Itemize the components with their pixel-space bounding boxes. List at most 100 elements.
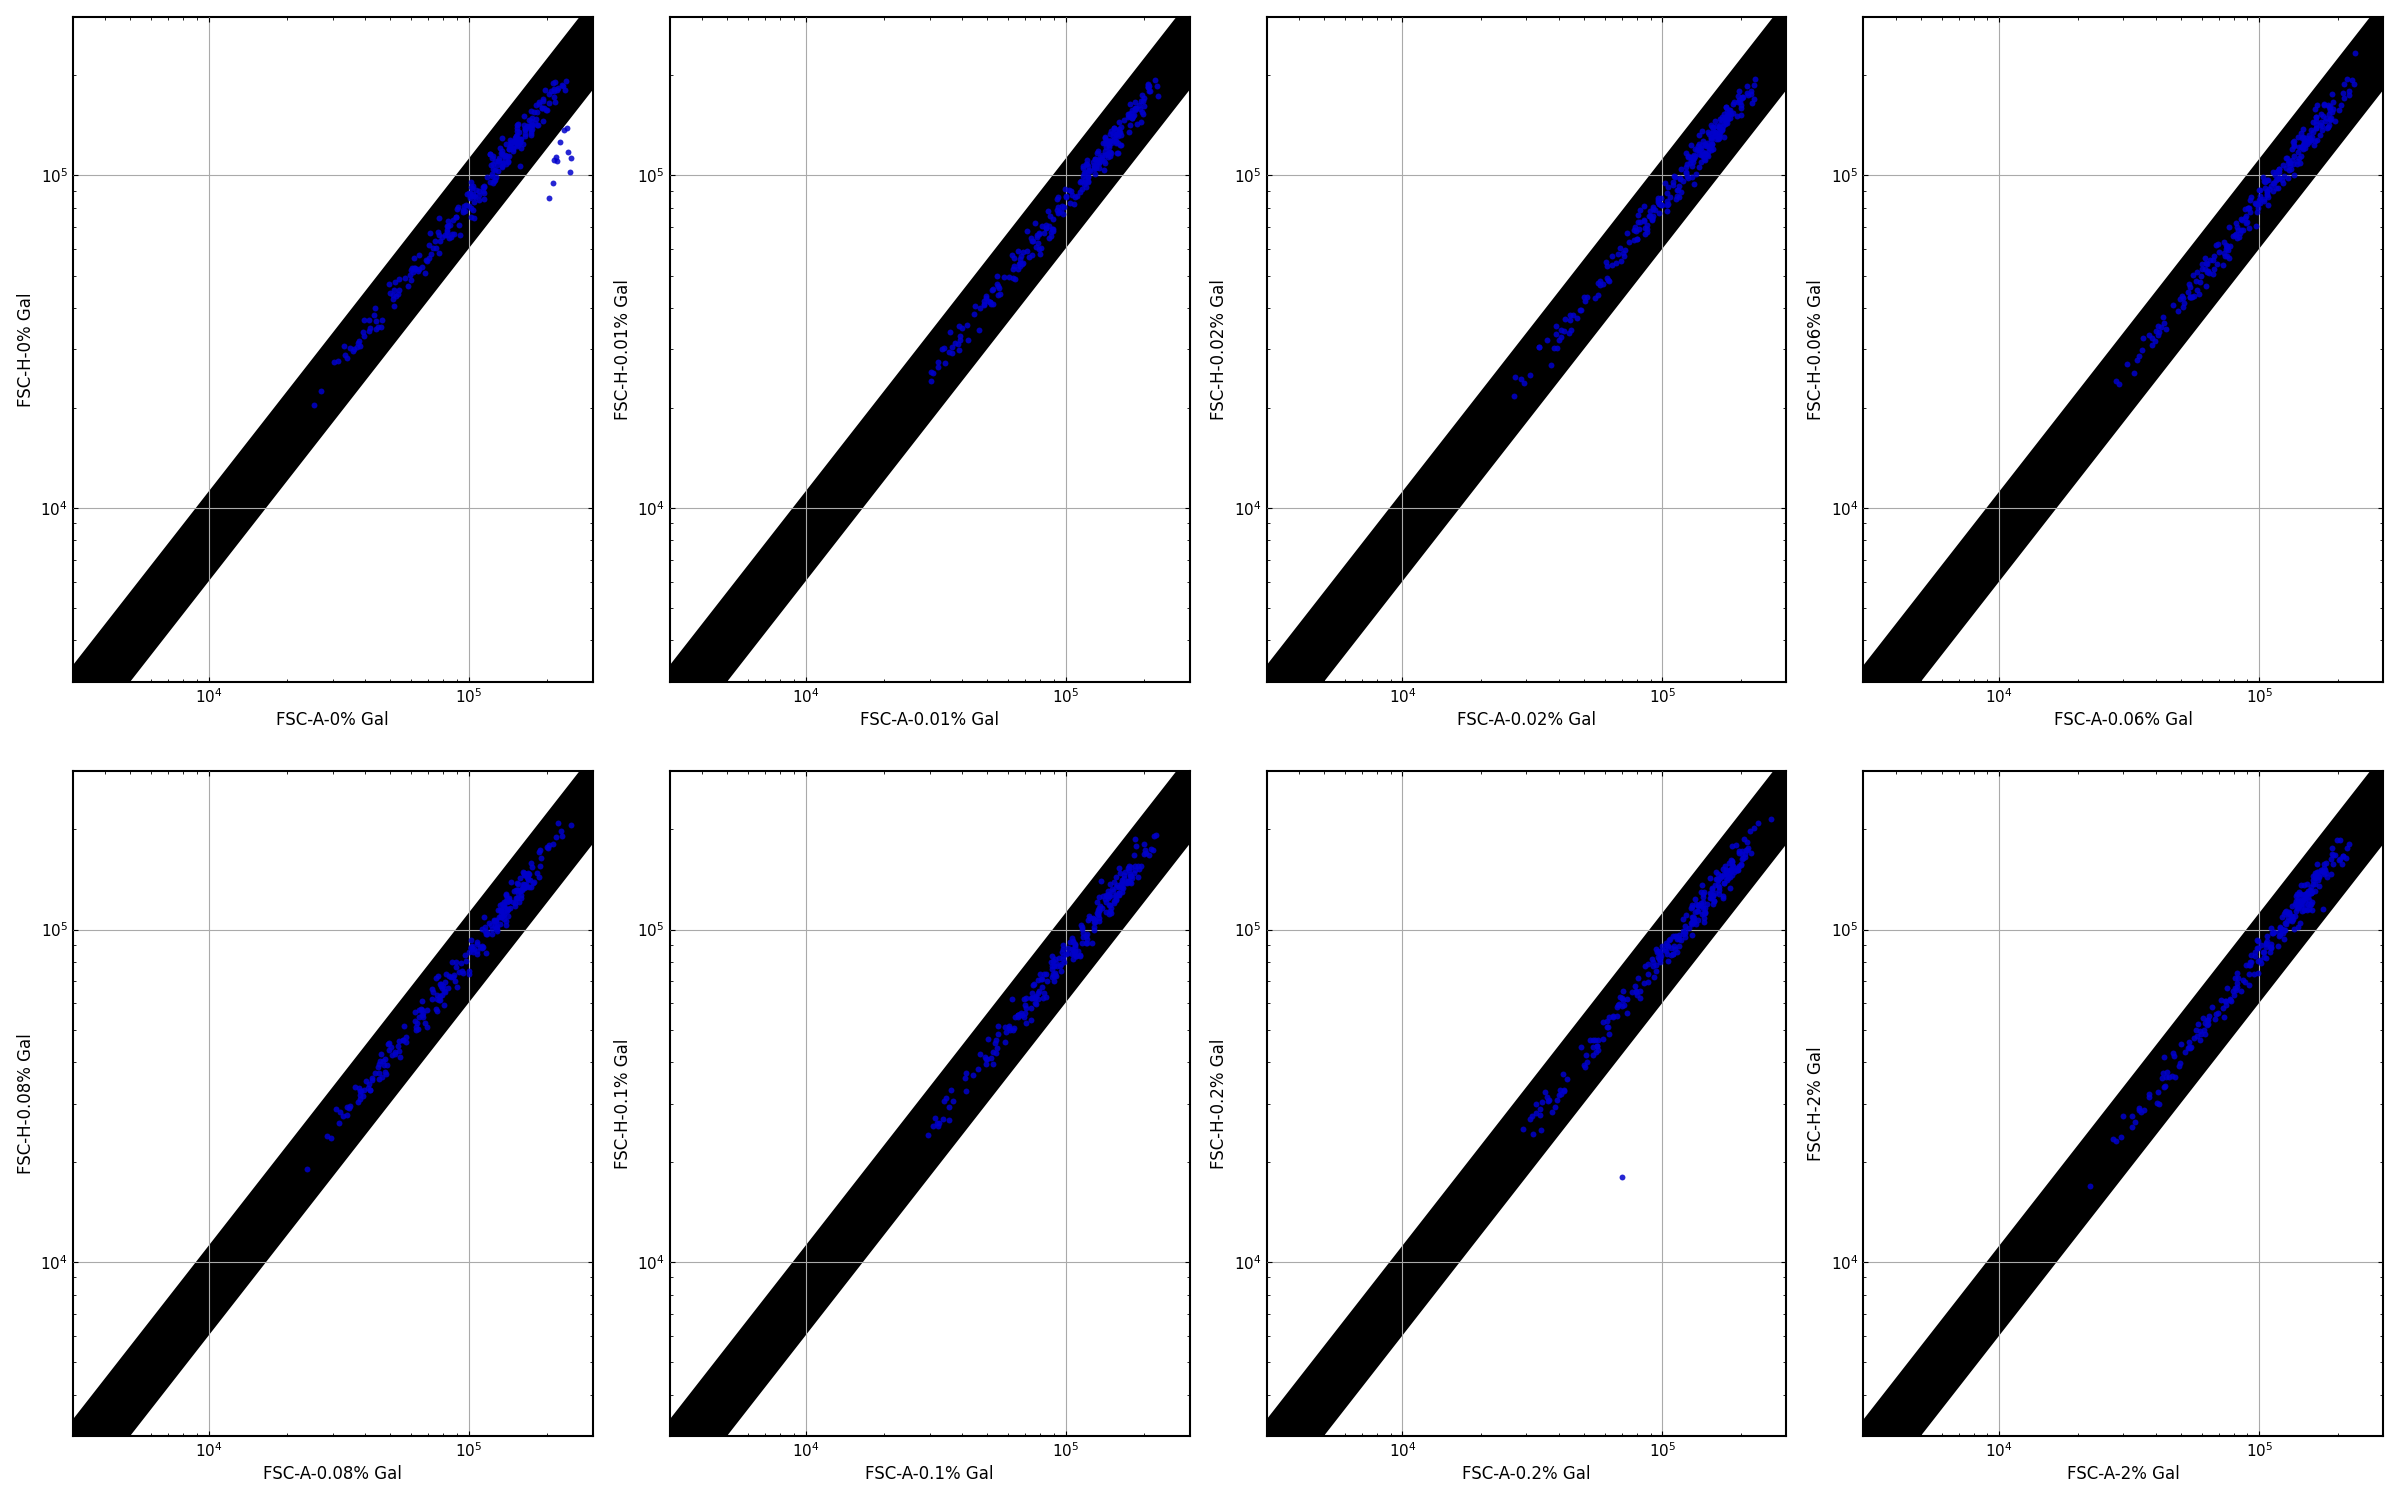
Point <box>1728 81 1766 105</box>
Y-axis label: FSC-H-0.1% Gal: FSC-H-0.1% Gal <box>614 1038 631 1168</box>
Point <box>482 142 521 166</box>
Point <box>1073 906 1111 930</box>
Point <box>2299 864 2338 888</box>
Point <box>1027 969 1066 993</box>
Point <box>2282 892 2321 916</box>
Point <box>1594 254 1632 278</box>
Point <box>1723 847 1762 871</box>
Point <box>1625 972 1663 996</box>
Point <box>1735 74 1774 98</box>
Point <box>2174 264 2213 288</box>
Point <box>350 1078 389 1102</box>
Point <box>434 209 473 232</box>
Point <box>2220 225 2258 249</box>
Point <box>1022 975 1061 999</box>
Point <box>2194 249 2232 273</box>
Point <box>1579 1028 1618 1051</box>
Point <box>406 248 444 272</box>
Point <box>396 1016 434 1040</box>
Point <box>2239 950 2278 974</box>
Point <box>1063 154 1102 178</box>
Point <box>934 334 972 358</box>
Point <box>418 964 456 988</box>
Point <box>1001 246 1039 270</box>
Point <box>314 351 353 375</box>
Point <box>1574 1044 1613 1068</box>
Point <box>907 1124 946 1148</box>
Point <box>2184 1007 2222 1031</box>
Point <box>2278 126 2316 150</box>
Point <box>926 1086 965 1110</box>
Point <box>360 315 398 339</box>
Point <box>1637 938 1675 962</box>
Point <box>1061 944 1099 968</box>
Point <box>410 232 449 256</box>
Point <box>1673 897 1711 921</box>
Point <box>1123 88 1162 112</box>
Point <box>2266 918 2304 942</box>
Point <box>497 124 535 148</box>
Point <box>1092 120 1130 144</box>
Point <box>1104 865 1142 889</box>
Point <box>1678 892 1716 916</box>
Point <box>1704 126 1742 150</box>
Point <box>1709 99 1747 123</box>
Point <box>1697 128 1735 152</box>
Point <box>379 1034 418 1058</box>
Point <box>996 267 1034 291</box>
Point <box>502 865 540 889</box>
Y-axis label: FSC-H-0.01% Gal: FSC-H-0.01% Gal <box>614 279 631 420</box>
Point <box>451 934 490 958</box>
Point <box>967 1028 1006 1051</box>
Point <box>1618 980 1656 1004</box>
Point <box>1109 102 1147 126</box>
Point <box>1003 1000 1042 1024</box>
Point <box>458 180 497 204</box>
Point <box>506 124 545 148</box>
Point <box>2148 318 2186 342</box>
Point <box>482 152 521 176</box>
Point <box>2172 1035 2210 1059</box>
Point <box>1126 837 1164 861</box>
Point <box>425 974 463 998</box>
Point <box>1706 112 1745 136</box>
Point <box>1102 134 1140 158</box>
Point <box>511 122 550 146</box>
Point <box>2318 828 2357 852</box>
Point <box>1651 944 1690 968</box>
Point <box>948 312 986 336</box>
Point <box>547 116 586 140</box>
Point <box>1678 162 1716 186</box>
Point <box>475 170 514 194</box>
Point <box>1042 954 1080 978</box>
Point <box>2234 962 2273 986</box>
Point <box>456 190 494 214</box>
Point <box>970 291 1008 315</box>
Point <box>2237 214 2275 238</box>
Point <box>1603 1166 1642 1190</box>
Point <box>1078 150 1116 174</box>
Point <box>1097 122 1135 146</box>
Point <box>1080 150 1118 174</box>
Point <box>2282 135 2321 159</box>
Point <box>1080 898 1118 922</box>
Point <box>2278 886 2316 910</box>
Point <box>2194 994 2232 1018</box>
Point <box>1675 900 1714 924</box>
Point <box>396 1010 434 1034</box>
Point <box>1037 954 1075 978</box>
Point <box>1111 100 1150 124</box>
Point <box>521 855 559 879</box>
Point <box>490 897 528 921</box>
Point <box>1087 884 1126 908</box>
Point <box>492 134 530 158</box>
Point <box>2244 945 2282 969</box>
Point <box>1075 153 1114 177</box>
Point <box>526 96 564 120</box>
Point <box>2273 904 2311 928</box>
Point <box>946 1065 984 1089</box>
Point <box>1726 839 1764 862</box>
Point <box>1135 825 1174 849</box>
Point <box>2198 232 2237 256</box>
Point <box>430 213 468 237</box>
